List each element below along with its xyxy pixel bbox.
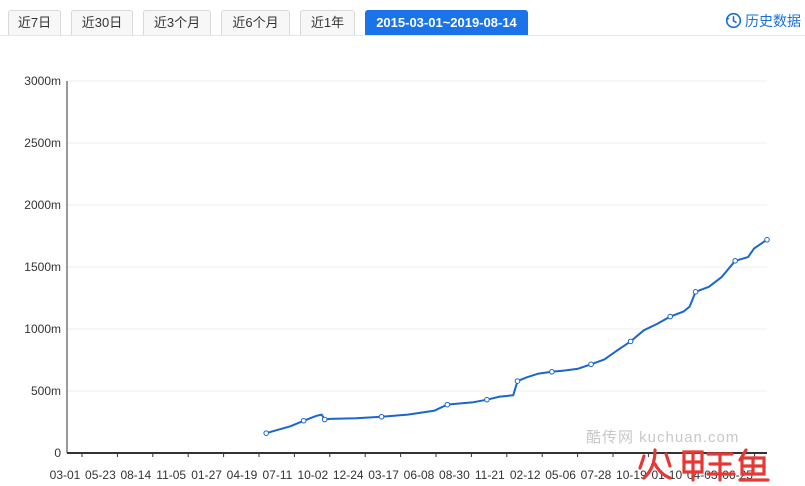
tab-custom-range[interactable]: 2015-03-01~2019-08-14 (365, 10, 528, 35)
history-data-link[interactable]: 历史数据 (725, 10, 801, 32)
x-tick-label: 10-02 (297, 468, 328, 482)
y-tick-label: 2000m (24, 198, 61, 212)
y-tick-label: 1500m (24, 260, 61, 274)
x-tick-label: 02-12 (510, 468, 541, 482)
series-line (265, 238, 768, 435)
x-tick-label: 01-27 (191, 468, 222, 482)
y-tick-label: 2500m (24, 136, 61, 150)
data-point (764, 236, 770, 243)
y-tick-label: 1000m (24, 322, 61, 336)
x-tick-label: 08-14 (120, 468, 151, 482)
data-point (484, 396, 490, 403)
data-point (321, 416, 328, 423)
x-tick-label: 05-06 (545, 468, 576, 482)
data-point (732, 258, 738, 264)
x-tick-label: 07-11 (262, 468, 292, 482)
data-point (627, 338, 634, 345)
y-tick-label: 500m (31, 384, 61, 398)
x-tick-label: 06-08 (404, 468, 435, 482)
y-tick-label: 3000m (24, 74, 61, 88)
data-point (667, 313, 673, 320)
data-point (444, 401, 451, 408)
data-point (263, 430, 270, 436)
x-tick-label: 11-21 (475, 468, 505, 482)
data-point (692, 289, 699, 295)
x-tick-label: 10-19 (616, 468, 647, 482)
tab-7-days[interactable]: 近7日 (8, 10, 61, 35)
data-point (378, 413, 385, 420)
tab-6-months[interactable]: 近6个月 (221, 10, 290, 35)
range-tabs: 近7日 近30日 近3个月 近6个月 近1年 2015-03-01~2019-0… (0, 0, 805, 36)
x-tick-label: 03-01 (50, 468, 81, 482)
y-tick-label: 0 (54, 446, 61, 460)
data-point (588, 361, 594, 368)
watermark-logo (636, 444, 804, 486)
tab-1-year[interactable]: 近1年 (300, 10, 355, 35)
data-point (549, 368, 555, 375)
tab-30-days[interactable]: 近30日 (71, 10, 133, 35)
x-tick-label: 12-24 (333, 468, 364, 482)
history-clock-icon (725, 12, 742, 29)
history-data-label: 历史数据 (745, 13, 801, 29)
watermark-text: 酷传网 kuchuan.com (586, 429, 740, 446)
x-tick-label: 08-30 (439, 468, 470, 482)
x-tick-label: 04-19 (227, 468, 258, 482)
data-point (300, 417, 307, 424)
x-tick-label: 05-23 (85, 468, 116, 482)
x-tick-label: 07-28 (581, 468, 612, 482)
tabs-divider (0, 35, 805, 36)
tab-3-months[interactable]: 近3个月 (143, 10, 211, 35)
data-point (514, 378, 521, 384)
x-tick-label: 11-05 (156, 468, 186, 482)
x-tick-label: 03-17 (368, 468, 399, 482)
